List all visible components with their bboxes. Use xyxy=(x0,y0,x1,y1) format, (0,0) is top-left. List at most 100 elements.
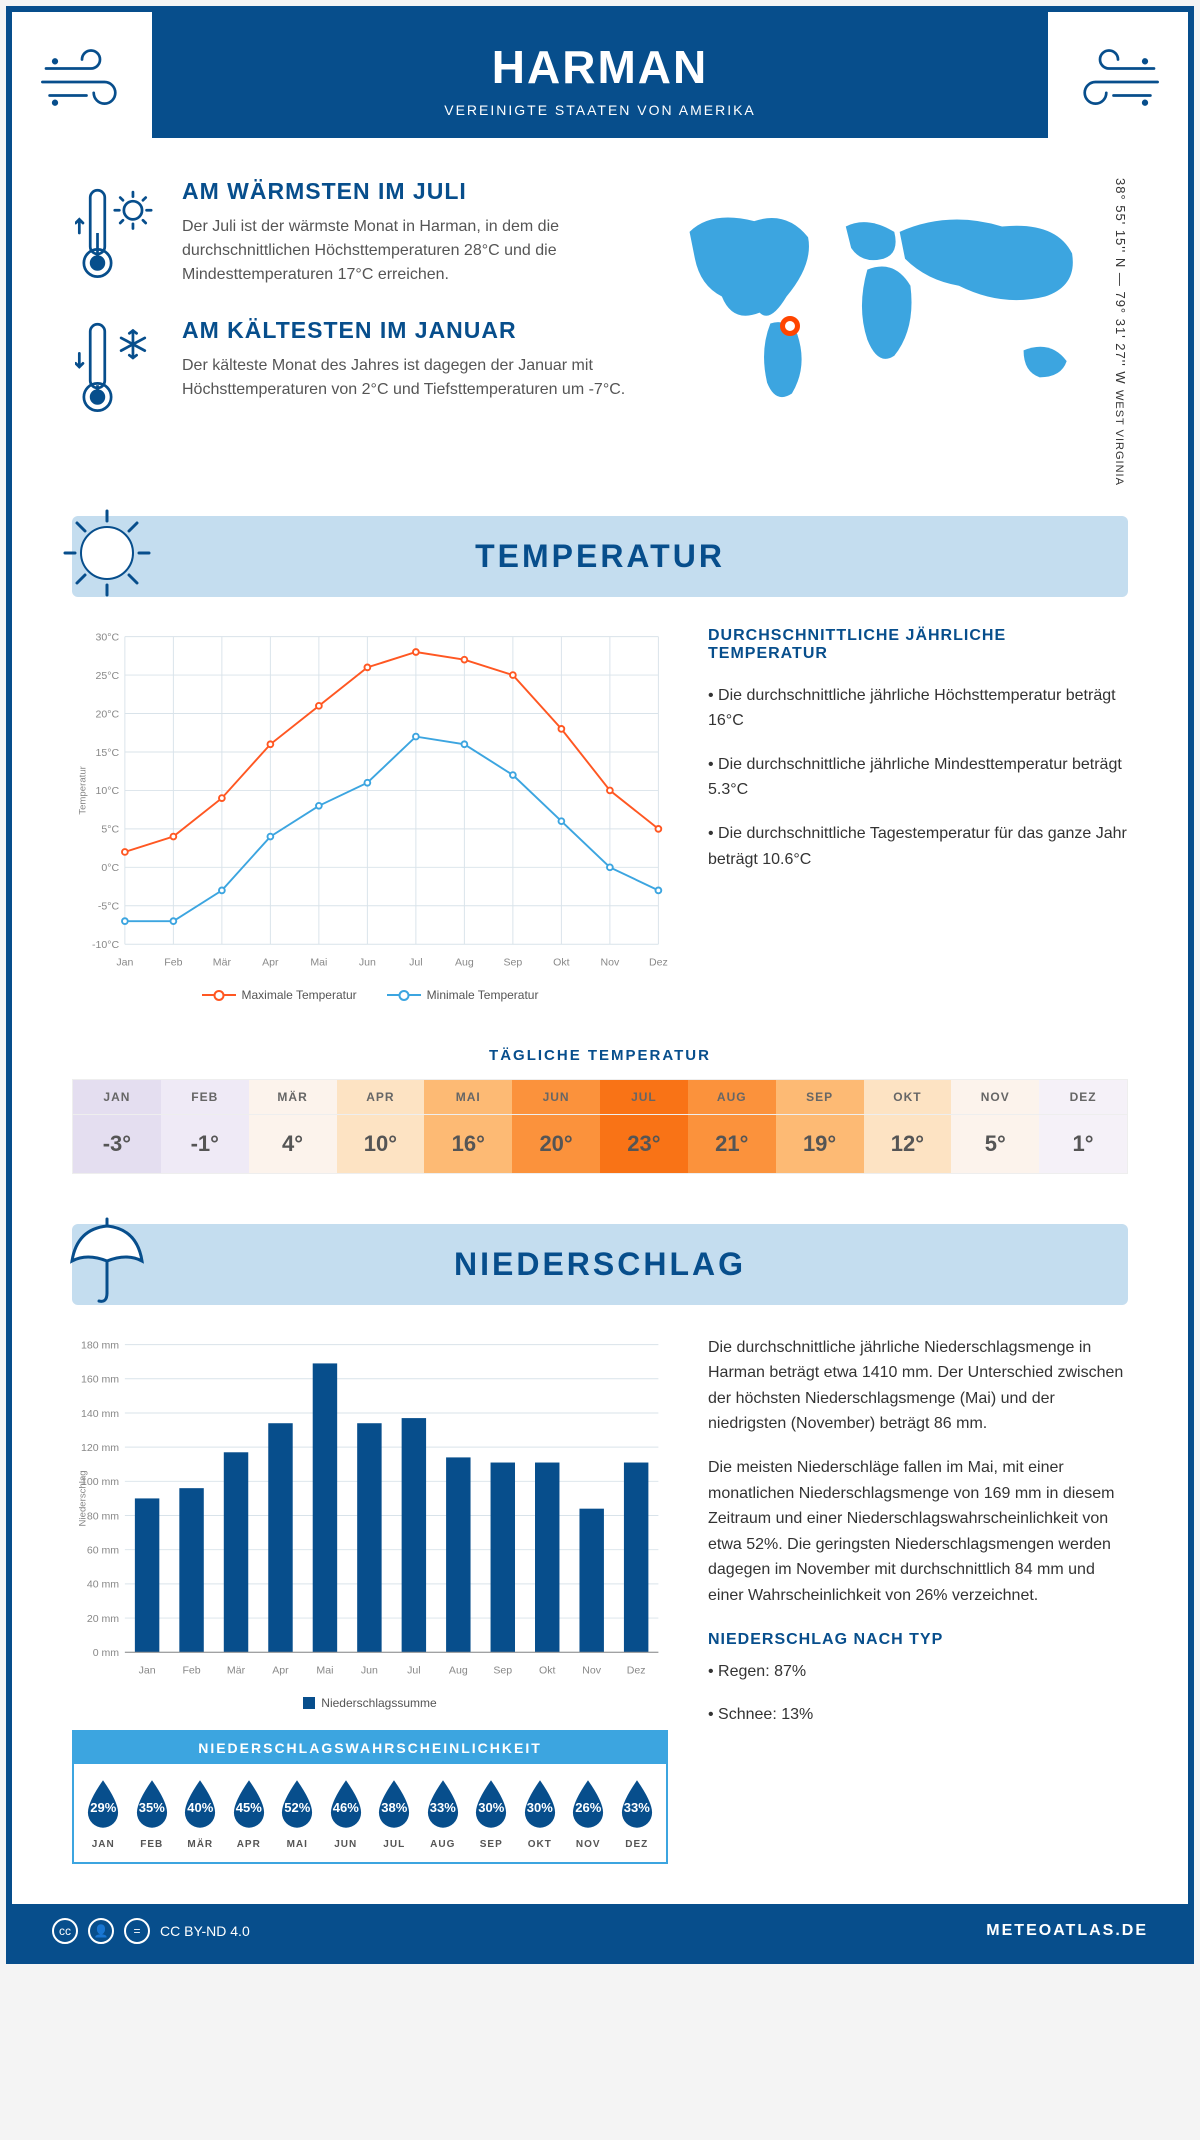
probability-drop: 30% SEP xyxy=(468,1776,515,1850)
probability-drop: 33% DEZ xyxy=(614,1776,661,1850)
daily-temp-table: JANFEBMÄRAPRMAIJUNJULAUGSEPOKTNOVDEZ-3°-… xyxy=(72,1079,1128,1174)
svg-text:Niederschlag: Niederschlag xyxy=(77,1470,88,1526)
precip-rain: • Regen: 87% xyxy=(708,1659,1128,1685)
svg-text:Apr: Apr xyxy=(262,956,279,968)
wind-icon xyxy=(12,12,152,152)
probability-drop: 30% OKT xyxy=(517,1776,564,1850)
svg-text:Dez: Dez xyxy=(649,956,668,968)
world-map xyxy=(668,178,1099,486)
daily-value: 19° xyxy=(776,1115,864,1173)
coldest-block: AM KÄLTESTEN IM JANUAR Der kälteste Mona… xyxy=(72,317,628,417)
svg-text:25°C: 25°C xyxy=(95,669,119,681)
daily-value: 10° xyxy=(337,1115,425,1173)
svg-text:Feb: Feb xyxy=(182,1664,200,1676)
warmest-title: AM WÄRMSTEN IM JULI xyxy=(182,178,628,205)
svg-text:15°C: 15°C xyxy=(95,746,119,758)
daily-value: 12° xyxy=(864,1115,952,1173)
svg-text:Nov: Nov xyxy=(600,956,620,968)
nd-icon: = xyxy=(124,1918,150,1944)
temp-fact-3: • Die durchschnittliche Tagestemperatur … xyxy=(708,821,1128,872)
svg-text:60 mm: 60 mm xyxy=(87,1544,119,1556)
probability-drop: 29% JAN xyxy=(80,1776,127,1850)
precip-snow: • Schnee: 13% xyxy=(708,1702,1128,1728)
coordinates: 38° 55' 15'' N — 79° 31' 27'' W xyxy=(1113,178,1128,385)
thermometer-sun-icon xyxy=(72,178,162,287)
svg-text:140 mm: 140 mm xyxy=(81,1407,119,1419)
precip-legend: Niederschlagssumme xyxy=(321,1696,436,1710)
temp-section-header: TEMPERATUR xyxy=(72,516,1128,597)
site-name: METEOATLAS.DE xyxy=(986,1922,1148,1940)
probability-drop: 40% MÄR xyxy=(177,1776,224,1850)
svg-text:Aug: Aug xyxy=(449,1664,468,1676)
intro-section: AM WÄRMSTEN IM JULI Der Juli ist der wär… xyxy=(12,138,1188,516)
svg-text:30°C: 30°C xyxy=(95,631,119,643)
svg-text:20 mm: 20 mm xyxy=(87,1612,119,1624)
svg-text:Mär: Mär xyxy=(213,956,232,968)
daily-value: -1° xyxy=(161,1115,249,1173)
probability-drop: 33% AUG xyxy=(420,1776,467,1850)
svg-text:Jun: Jun xyxy=(361,1664,378,1676)
svg-text:Jul: Jul xyxy=(409,956,423,968)
region-label: WEST VIRGINIA xyxy=(1113,390,1125,486)
svg-text:Nov: Nov xyxy=(582,1664,602,1676)
legend-max: Maximale Temperatur xyxy=(242,988,357,1002)
svg-text:0 mm: 0 mm xyxy=(93,1647,120,1659)
precip-type-title: NIEDERSCHLAG NACH TYP xyxy=(708,1631,1128,1649)
svg-text:20°C: 20°C xyxy=(95,708,119,720)
svg-text:Jul: Jul xyxy=(407,1664,421,1676)
daily-month: JAN xyxy=(73,1080,161,1115)
infographic-page: HARMAN VEREINIGTE STAATEN VON AMERIKA AM… xyxy=(6,6,1194,1964)
svg-text:180 mm: 180 mm xyxy=(81,1339,119,1351)
location-panel: 38° 55' 15'' N — 79° 31' 27'' W WEST VIR… xyxy=(668,178,1128,486)
warmest-text: Der Juli ist der wärmste Monat in Harman… xyxy=(182,215,628,287)
daily-month: AUG xyxy=(688,1080,776,1115)
svg-text:Mai: Mai xyxy=(316,1664,333,1676)
daily-month: JUN xyxy=(512,1080,600,1115)
svg-text:Feb: Feb xyxy=(164,956,182,968)
daily-value: 20° xyxy=(512,1115,600,1173)
daily-month: MAI xyxy=(424,1080,512,1115)
svg-text:5°C: 5°C xyxy=(101,823,119,835)
precip-text-2: Die meisten Niederschläge fallen im Mai,… xyxy=(708,1455,1128,1609)
precip-facts: Die durchschnittliche jährliche Niedersc… xyxy=(708,1335,1128,1864)
temp-fact-1: • Die durchschnittliche jährliche Höchst… xyxy=(708,683,1128,734)
coldest-title: AM KÄLTESTEN IM JANUAR xyxy=(182,317,628,344)
daily-value: 21° xyxy=(688,1115,776,1173)
daily-value: 4° xyxy=(249,1115,337,1173)
probability-title: NIEDERSCHLAGSWAHRSCHEINLICHKEIT xyxy=(74,1732,666,1764)
probability-drop: 46% JUN xyxy=(323,1776,370,1850)
svg-text:160 mm: 160 mm xyxy=(81,1373,119,1385)
thermometer-snow-icon xyxy=(72,317,162,417)
daily-month: JUL xyxy=(600,1080,688,1115)
svg-text:80 mm: 80 mm xyxy=(87,1510,119,1522)
daily-month: OKT xyxy=(864,1080,952,1115)
svg-text:Temperatur: Temperatur xyxy=(77,765,88,814)
probability-drop: 26% NOV xyxy=(565,1776,612,1850)
svg-text:Dez: Dez xyxy=(627,1664,646,1676)
legend-min: Minimale Temperatur xyxy=(427,988,539,1002)
temp-fact-2: • Die durchschnittliche jährliche Mindes… xyxy=(708,752,1128,803)
license-text: CC BY-ND 4.0 xyxy=(160,1923,250,1939)
wind-icon xyxy=(1048,12,1188,152)
daily-month: NOV xyxy=(951,1080,1039,1115)
svg-text:Aug: Aug xyxy=(455,956,474,968)
svg-text:Jan: Jan xyxy=(116,956,133,968)
svg-text:Jan: Jan xyxy=(139,1664,156,1676)
footer: cc 👤 = CC BY-ND 4.0 METEOATLAS.DE xyxy=(12,1904,1188,1958)
intro-text-blocks: AM WÄRMSTEN IM JULI Der Juli ist der wär… xyxy=(72,178,628,486)
svg-text:Sep: Sep xyxy=(493,1664,512,1676)
svg-text:Okt: Okt xyxy=(539,1664,555,1676)
daily-value: 16° xyxy=(424,1115,512,1173)
daily-month: APR xyxy=(337,1080,425,1115)
svg-text:120 mm: 120 mm xyxy=(81,1442,119,1454)
svg-text:0°C: 0°C xyxy=(101,862,119,874)
precip-text-1: Die durchschnittliche jährliche Niedersc… xyxy=(708,1335,1128,1437)
svg-text:Sep: Sep xyxy=(503,956,522,968)
precip-bar-chart: 0 mm20 mm40 mm60 mm80 mm100 mm120 mm140 … xyxy=(72,1335,668,1710)
daily-month: DEZ xyxy=(1039,1080,1127,1115)
daily-value: -3° xyxy=(73,1115,161,1173)
precip-body: 0 mm20 mm40 mm60 mm80 mm100 mm120 mm140 … xyxy=(12,1305,1188,1904)
probability-drop: 45% APR xyxy=(226,1776,273,1850)
svg-text:40 mm: 40 mm xyxy=(87,1578,119,1590)
temp-facts: DURCHSCHNITTLICHE JÄHRLICHE TEMPERATUR •… xyxy=(708,627,1128,1002)
